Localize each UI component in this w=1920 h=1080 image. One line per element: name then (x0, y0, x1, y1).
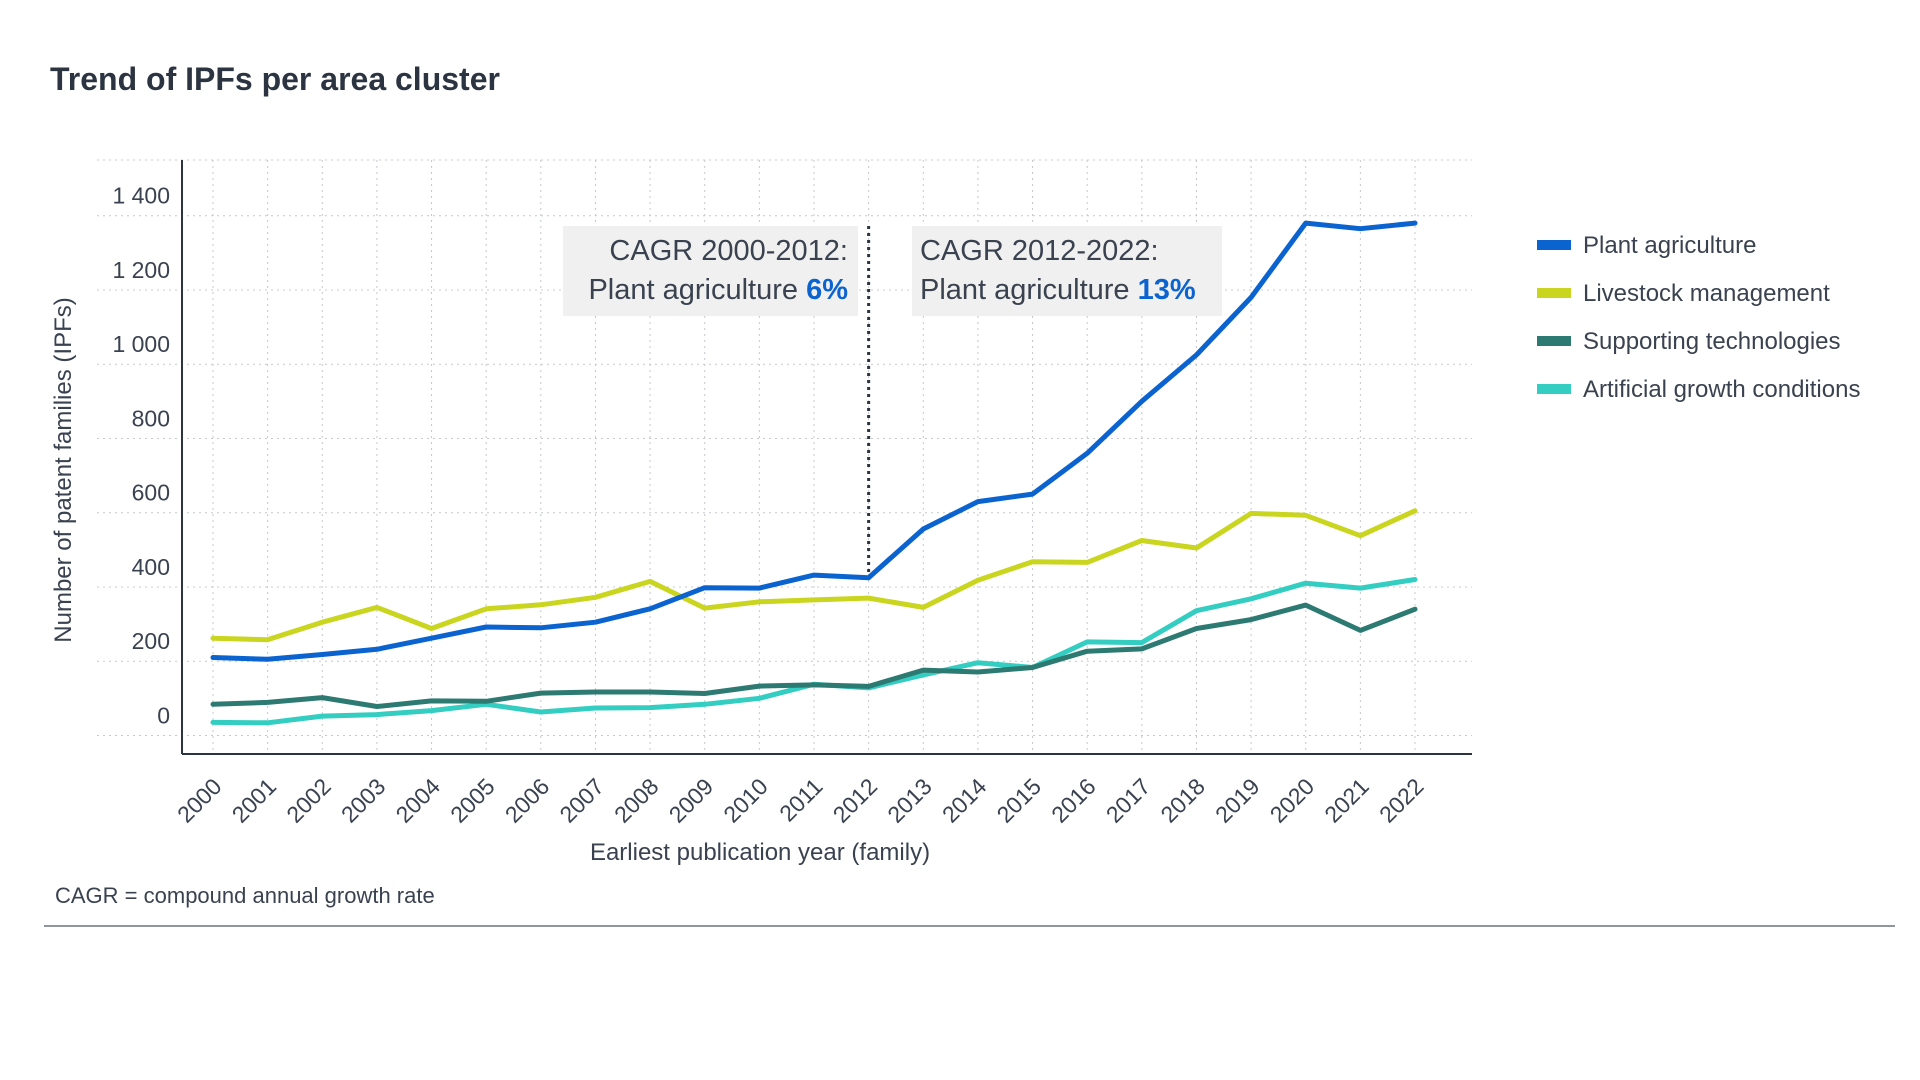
annotation-right-line2: Plant agriculture 13% (920, 274, 1196, 306)
x-tick-label-2018: 2018 (1155, 773, 1210, 828)
x-tick-label-2011: 2011 (774, 773, 827, 826)
series-line-supporting-technologies (213, 605, 1415, 706)
x-tick-label-2015: 2015 (992, 773, 1047, 828)
footnote: CAGR = compound annual growth rate (55, 883, 435, 908)
x-tick-label-2020: 2020 (1265, 773, 1320, 828)
x-tick-label-2007: 2007 (554, 773, 609, 828)
y-tick-label-2: 400 (132, 554, 170, 580)
y-tick-label-0: 0 (157, 702, 170, 728)
legend-label-artificial-growth-conditions: Artificial growth conditions (1583, 376, 1860, 403)
x-tick-labels: 2000200120022003200420052006200720082009… (172, 773, 1429, 828)
annotations: CAGR 2000-2012: Plant agriculture 6% CAG… (563, 226, 1222, 316)
x-tick-label-2012: 2012 (828, 773, 883, 828)
y-tick-label-6: 1 200 (112, 257, 170, 283)
x-tick-label-2002: 2002 (281, 773, 336, 828)
legend-label-supporting-technologies: Supporting technologies (1583, 328, 1841, 355)
x-tick-label-2008: 2008 (609, 773, 664, 828)
x-tick-label-2006: 2006 (500, 773, 555, 828)
legend-swatch-plant-agriculture (1537, 240, 1571, 250)
annotation-right-line1: CAGR 2012-2022: (920, 235, 1159, 267)
x-tick-label-2010: 2010 (718, 773, 773, 828)
x-tick-label-2019: 2019 (1210, 773, 1265, 828)
x-tick-label-2000: 2000 (172, 773, 227, 828)
annotation-right-value: 13% (1138, 274, 1196, 306)
x-tick-label-2003: 2003 (336, 773, 391, 828)
legend-swatch-artificial-growth-conditions (1537, 384, 1571, 394)
annotation-left-line1: CAGR 2000-2012: (609, 235, 848, 267)
x-tick-label-2009: 2009 (664, 773, 719, 828)
legend-swatch-supporting-technologies (1537, 336, 1571, 346)
y-tick-label-5: 1 000 (112, 331, 170, 357)
x-axis-label: Earliest publication year (family) (590, 839, 930, 866)
annotation-right-prefix: Plant agriculture (920, 274, 1138, 306)
y-axis-label: Number of patent families (IPFs) (50, 297, 77, 642)
y-tick-label-7: 1 400 (112, 183, 170, 209)
x-tick-label-2013: 2013 (882, 773, 937, 828)
y-tick-label-3: 600 (132, 480, 170, 506)
x-tick-label-2016: 2016 (1046, 773, 1101, 828)
x-tick-label-2022: 2022 (1374, 773, 1429, 828)
x-tick-label-2021: 2021 (1319, 773, 1374, 828)
x-tick-label-2017: 2017 (1101, 773, 1156, 828)
x-tick-label-2014: 2014 (937, 773, 992, 828)
annotation-left-value: 6% (806, 274, 848, 306)
legend: Plant agriculture Livestock management Sup… (1537, 232, 1860, 403)
x-tick-label-2005: 2005 (445, 773, 500, 828)
y-tick-label-1: 200 (132, 628, 170, 654)
legend-label-livestock-management: Livestock management (1583, 280, 1830, 307)
legend-swatch-livestock-management (1537, 288, 1571, 298)
annotation-left-prefix: Plant agriculture (588, 274, 806, 306)
x-tick-label-2004: 2004 (391, 773, 446, 828)
legend-label-plant-agriculture: Plant agriculture (1583, 232, 1756, 259)
chart-title: Trend of IPFs per area cluster (50, 61, 500, 97)
x-tick-label-2001: 2001 (227, 773, 282, 828)
y-tick-label-4: 800 (132, 405, 170, 431)
annotation-left-line2: Plant agriculture 6% (588, 274, 848, 306)
y-tick-labels: 0 200 400 600 800 1 000 1 200 1 400 (112, 183, 170, 729)
